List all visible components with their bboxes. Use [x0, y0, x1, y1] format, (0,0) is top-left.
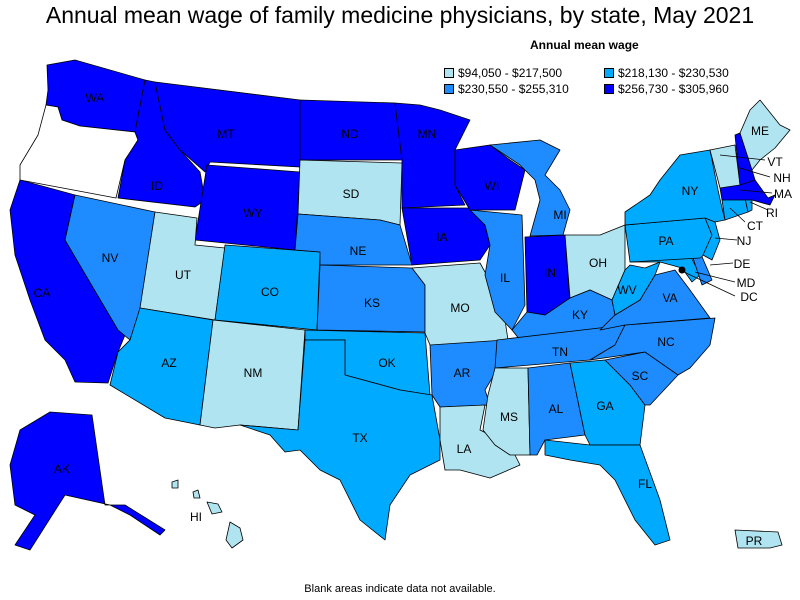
legend-swatch — [604, 84, 614, 94]
label-al: AL — [549, 402, 564, 416]
label-wv: WV — [617, 283, 636, 297]
label-mt: MT — [217, 127, 235, 141]
leader-ri — [749, 201, 769, 211]
leader-md — [694, 271, 736, 283]
label-fl: FL — [638, 477, 652, 491]
legend-label: $218,130 - $230,530 — [618, 66, 729, 80]
state-ny[interactable] — [624, 149, 726, 226]
label-ky: KY — [572, 308, 588, 322]
label-ma: MA — [774, 187, 792, 201]
state-nc[interactable] — [589, 317, 716, 376]
legend-label: $230,550 - $255,310 — [458, 82, 569, 96]
label-vt: VT — [767, 155, 783, 169]
legend-item-tier-3: $230,550 - $255,310 — [444, 82, 569, 96]
label-nv: NV — [102, 251, 119, 265]
label-ar: AR — [454, 366, 471, 380]
leader-vt — [719, 154, 766, 161]
state-fl[interactable] — [544, 439, 671, 546]
label-ok: OK — [378, 356, 395, 370]
label-nc: NC — [657, 335, 675, 349]
state-ak[interactable] — [9, 411, 166, 551]
label-mn: MN — [418, 127, 437, 141]
label-me: ME — [751, 124, 769, 138]
legend-label: $94,050 - $217,500 — [458, 66, 563, 80]
map-title: Annual mean wage of family medicine phys… — [45, 2, 755, 28]
footnote: Blank areas indicate data not available. — [304, 583, 496, 595]
label-ia: IA — [436, 230, 447, 244]
label-pr: PR — [746, 534, 763, 548]
label-ne: NE — [350, 244, 367, 258]
label-md: MD — [737, 276, 756, 290]
leader-nj — [714, 237, 738, 241]
state-ne[interactable] — [294, 213, 413, 266]
label-ca: CA — [34, 286, 51, 300]
state-pr[interactable] — [734, 529, 783, 549]
legend-swatch — [604, 68, 614, 78]
label-wa: WA — [86, 91, 105, 105]
label-mi: MI — [553, 208, 566, 222]
legend-label: $256,730 - $305,960 — [618, 82, 729, 96]
label-dc: DC — [740, 290, 758, 304]
label-ga: GA — [596, 399, 613, 413]
label-de: DE — [734, 257, 751, 271]
leader-dc — [683, 271, 736, 297]
leader-de — [709, 262, 734, 266]
state-hi-2[interactable] — [192, 489, 201, 499]
state-hi-1[interactable] — [171, 479, 179, 489]
state-la[interactable] — [439, 404, 521, 479]
label-nd: ND — [341, 127, 359, 141]
state-tx[interactable] — [239, 339, 441, 541]
label-ny: NY — [682, 184, 699, 198]
label-wy: WY — [243, 206, 262, 220]
label-tx: TX — [352, 431, 367, 445]
legend-swatch — [444, 68, 454, 78]
label-ri: RI — [766, 206, 778, 220]
label-nj: NJ — [737, 234, 752, 248]
state-hi-4[interactable] — [225, 521, 244, 549]
label-nm: NM — [244, 366, 263, 380]
label-la: LA — [457, 442, 472, 456]
state-me[interactable] — [739, 99, 791, 171]
legend-item-tier-2: $218,130 - $230,530 — [604, 66, 729, 80]
label-id: ID — [151, 179, 163, 193]
label-ak: AK — [54, 462, 70, 476]
label-az: AZ — [161, 356, 176, 370]
label-nh: NH — [773, 171, 790, 185]
label-va: VA — [662, 291, 677, 305]
label-co: CO — [261, 285, 279, 299]
state-dc[interactable] — [678, 266, 686, 274]
leader-ct — [729, 207, 746, 223]
state-hi-3[interactable] — [206, 501, 223, 515]
legend-title: Annual mean wage — [530, 38, 639, 52]
label-ut: UT — [175, 268, 192, 282]
label-pa: PA — [658, 234, 673, 248]
label-wi: WI — [485, 179, 500, 193]
state-mi[interactable] — [489, 139, 571, 237]
legend-swatch — [444, 84, 454, 94]
label-sd: SD — [343, 187, 360, 201]
label-ct: CT — [747, 219, 764, 233]
state-il[interactable] — [469, 209, 526, 331]
label-sc: SC — [632, 369, 649, 383]
state-nh[interactable] — [734, 132, 756, 186]
label-ks: KS — [364, 296, 380, 310]
legend-item-tier-4: $256,730 - $305,960 — [604, 82, 729, 96]
legend-item-tier-1: $94,050 - $217,500 — [444, 66, 562, 80]
label-in: IN — [544, 266, 556, 280]
leader-ma — [739, 189, 773, 194]
leader-nh — [739, 167, 771, 178]
label-oh: OH — [589, 256, 607, 270]
label-tn: TN — [552, 345, 568, 359]
label-il: IL — [500, 271, 510, 285]
label-ms: MS — [500, 410, 518, 424]
label-mo: MO — [450, 301, 469, 315]
state-ct[interactable] — [721, 197, 749, 221]
label-hi: HI — [190, 510, 202, 524]
